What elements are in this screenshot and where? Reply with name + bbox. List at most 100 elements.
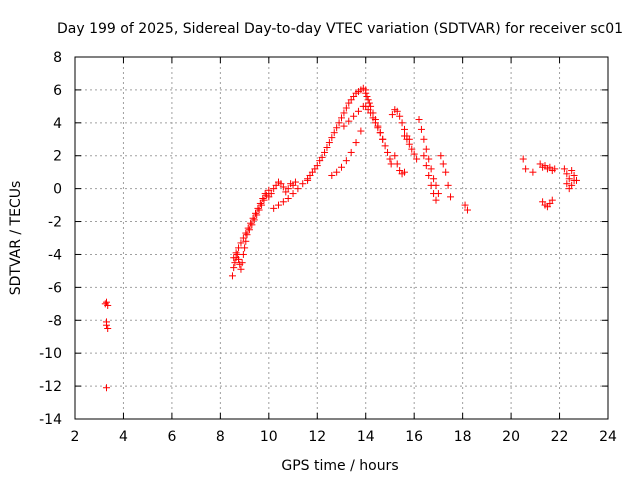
data-point	[261, 190, 269, 198]
data-point	[294, 185, 302, 193]
y-tick-label: -6	[48, 280, 62, 296]
data-point	[410, 150, 418, 158]
data-point	[275, 201, 283, 209]
data-point	[318, 153, 326, 161]
tick-labels: 2 4 6 8 10 12 14 16 18 20 22 2486420-2-4-6-8-10-12-…	[39, 50, 617, 445]
data-point	[374, 124, 382, 132]
data-point	[519, 155, 527, 163]
data-point	[357, 127, 365, 135]
data-point	[333, 124, 341, 132]
data-point	[405, 140, 413, 148]
data-point	[522, 165, 530, 173]
data-point	[244, 224, 252, 232]
data-point	[330, 129, 338, 137]
data-point	[299, 180, 307, 188]
data-point	[104, 301, 112, 309]
data-point	[248, 221, 256, 229]
y-axis-label: SDTVAR / TECUs	[8, 181, 24, 296]
x-tick-label: 2	[71, 429, 80, 445]
data-point	[563, 180, 571, 188]
y-tick-label: -8	[48, 313, 62, 329]
data-point	[289, 190, 297, 198]
data-point	[379, 135, 387, 143]
grid	[75, 57, 608, 419]
data-point	[413, 155, 421, 163]
y-tick-label: -14	[39, 412, 62, 428]
data-point	[400, 168, 408, 176]
data-point	[398, 119, 406, 127]
data-point	[568, 167, 576, 175]
data-point	[313, 162, 321, 170]
data-point	[255, 206, 263, 214]
data-point	[241, 244, 249, 252]
data-point	[245, 226, 253, 234]
data-point	[369, 114, 377, 122]
data-point	[233, 250, 241, 258]
data-point	[352, 139, 360, 147]
data-point	[376, 129, 384, 137]
data-point	[284, 195, 292, 203]
data-point	[432, 196, 440, 204]
x-tick-label: 8	[216, 429, 225, 445]
data-point	[400, 125, 408, 133]
data-point	[267, 190, 275, 198]
data-point	[563, 170, 571, 178]
data-point	[408, 145, 416, 153]
data-point	[242, 229, 250, 237]
data-point	[237, 265, 245, 273]
data-point	[529, 168, 537, 176]
data-point	[104, 325, 112, 332]
data-point	[551, 165, 559, 173]
x-tick-label: 14	[357, 429, 375, 445]
data-point	[323, 144, 331, 151]
data-point	[345, 117, 353, 125]
data-point	[350, 112, 358, 120]
y-tick-label: 6	[53, 83, 62, 99]
x-axis-label: GPS time / hours	[281, 458, 398, 474]
x-tick-label: 20	[502, 429, 520, 445]
data-point	[444, 181, 452, 189]
data-point	[102, 384, 110, 392]
y-tick-label: 8	[53, 50, 62, 66]
x-tick-label: 6	[167, 429, 176, 445]
data-point	[237, 239, 245, 247]
data-point	[243, 231, 251, 239]
data-point	[362, 89, 370, 97]
data-point	[342, 157, 350, 165]
y-tick-label: -10	[39, 346, 62, 362]
data-point	[333, 168, 341, 176]
data-point	[363, 92, 371, 100]
x-tick-label: 4	[119, 429, 128, 445]
data-point	[239, 250, 247, 258]
data-point	[461, 201, 469, 209]
data-point	[387, 160, 395, 168]
data-point	[420, 152, 428, 160]
data-point	[371, 119, 379, 127]
data-point	[354, 107, 362, 115]
data-point	[393, 107, 401, 115]
data-point	[364, 96, 372, 104]
data-point	[230, 254, 238, 262]
data-point	[325, 139, 333, 147]
x-tick-label: 12	[308, 429, 326, 445]
data-point	[247, 219, 255, 227]
x-tick-label: 18	[454, 429, 472, 445]
y-tick-label: 0	[53, 182, 62, 198]
data-point	[235, 255, 243, 263]
data-point	[328, 134, 336, 142]
data-point	[425, 155, 433, 163]
data-points	[101, 84, 581, 392]
data-point	[258, 201, 266, 209]
data-point	[570, 176, 578, 184]
x-tick-label: 24	[599, 429, 617, 445]
data-point	[427, 165, 435, 173]
data-point	[439, 160, 447, 168]
data-point	[249, 214, 257, 222]
data-point	[386, 155, 394, 163]
data-point	[403, 135, 411, 143]
data-point	[239, 234, 247, 242]
data-point	[430, 175, 438, 183]
data-point	[232, 249, 240, 257]
